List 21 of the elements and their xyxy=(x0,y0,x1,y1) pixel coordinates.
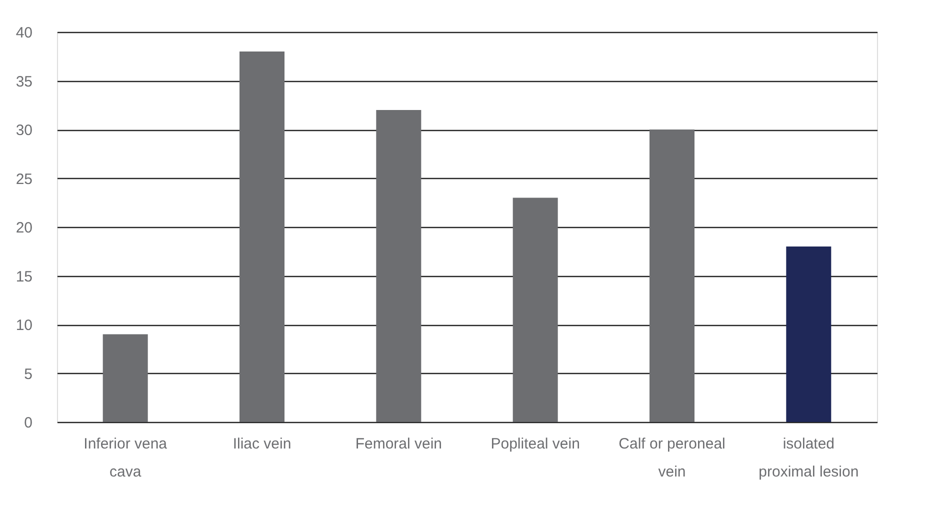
y-tick-label: 35 xyxy=(16,73,32,90)
bar xyxy=(786,246,832,422)
y-tick-label: 15 xyxy=(16,268,32,286)
y-tick-label: 40 xyxy=(16,24,32,42)
bar xyxy=(240,52,284,422)
y-tick-label: 0 xyxy=(24,414,32,432)
x-tick-label: Inferior vena cava xyxy=(84,436,168,480)
x-tick-label: isolated proximal lesion xyxy=(758,436,859,480)
y-tick-label: 10 xyxy=(16,317,32,334)
x-tick-label: Femoral vein xyxy=(355,436,442,452)
y-tick-label: 30 xyxy=(16,122,32,139)
x-tick-label: Calf or peroneal vein xyxy=(618,436,726,480)
x-tick-label: Iliac vein xyxy=(232,436,292,452)
y-tick-label: 5 xyxy=(24,366,32,383)
bar xyxy=(102,334,148,422)
bar xyxy=(650,130,694,422)
bar xyxy=(376,110,422,422)
bar xyxy=(512,198,558,422)
y-tick-label: 20 xyxy=(16,220,32,236)
x-tick-label: Popliteal vein xyxy=(490,436,580,452)
y-tick-label: 25 xyxy=(16,170,32,188)
